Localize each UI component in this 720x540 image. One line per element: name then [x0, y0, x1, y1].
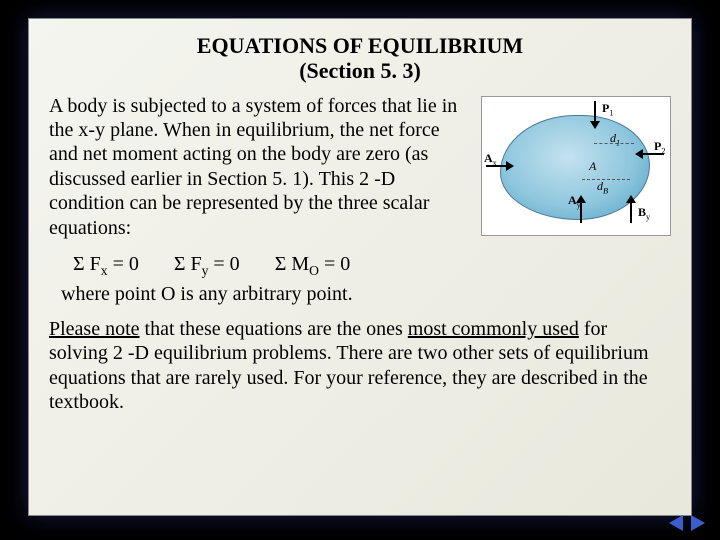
arrowhead-ax [506, 161, 514, 171]
prev-button[interactable] [666, 514, 686, 532]
chevron-left-icon [669, 515, 683, 531]
intro-paragraph: A body is subjected to a system of force… [49, 94, 473, 240]
arrowhead-p1 [590, 121, 600, 129]
sigma-fy: Σ [174, 253, 186, 275]
arrowhead-by [626, 195, 636, 203]
sigma-fx: Σ [73, 253, 85, 275]
label-d1: d1 [610, 131, 620, 147]
label-ax: Ax [484, 151, 497, 167]
sigma-mo: Σ [275, 253, 287, 275]
arrow-p1 [594, 101, 596, 123]
title-line2: (Section 5. 3) [299, 58, 421, 83]
label-p1: P1 [602, 101, 614, 117]
slide: EQUATIONS OF EQUILIBRIUM (Section 5. 3) … [28, 18, 692, 516]
label-a-point: A [589, 159, 596, 174]
title-line1: EQUATIONS OF EQUILIBRIUM [197, 33, 523, 58]
content-row: A body is subjected to a system of force… [49, 94, 671, 240]
label-p2: P2 [654, 139, 666, 155]
slide-title: EQUATIONS OF EQUILIBRIUM (Section 5. 3) [49, 33, 671, 84]
freebody-diagram: P1 P2 Ax A d1 [481, 96, 671, 236]
label-by: By [638, 205, 650, 221]
arrow-by [630, 201, 632, 223]
equations-block: Σ Fx = 0 Σ Fy = 0 Σ MO = 0 where point O… [73, 252, 671, 307]
most-commonly-used: most commonly used [408, 318, 579, 340]
nav-controls [666, 514, 708, 532]
equation-line: Σ Fx = 0 Σ Fy = 0 Σ MO = 0 [73, 252, 671, 280]
please-note: Please note [49, 318, 140, 340]
label-db: dB [597, 179, 608, 195]
arrowhead-p2 [635, 149, 643, 159]
chevron-right-icon [691, 515, 705, 531]
note-paragraph: Please note that these equations are the… [49, 317, 671, 415]
next-button[interactable] [688, 514, 708, 532]
label-ay: Ay [568, 193, 581, 209]
where-line: where point O is any arbitrary point. [61, 282, 671, 307]
